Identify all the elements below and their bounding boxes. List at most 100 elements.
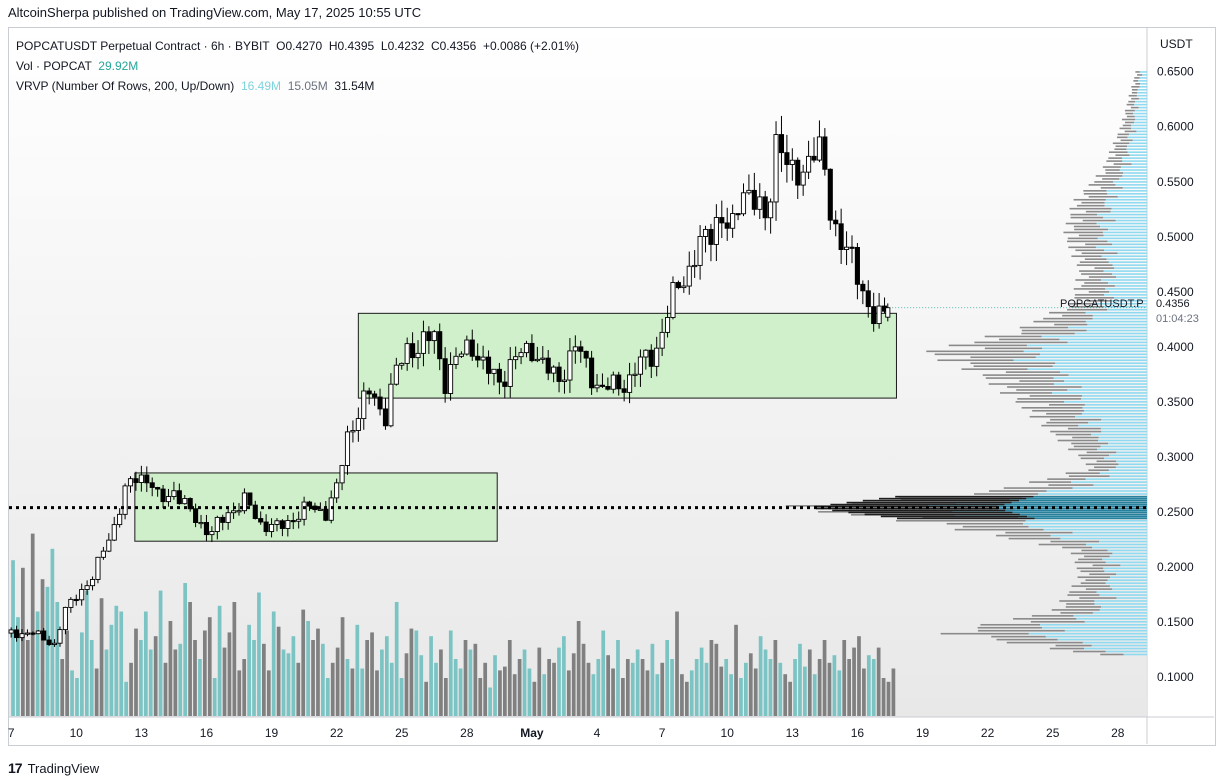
volume-profile-bar-up [1051, 392, 1147, 394]
x-tick-label: 16 [200, 726, 214, 740]
volume-profile-bar-up [1082, 407, 1147, 409]
volume-profile-bar-down [1013, 618, 1077, 620]
volume-label: Vol · POPCAT [16, 59, 92, 73]
volume-profile-bar-up [1100, 225, 1147, 228]
volume-profile-bar-up [1136, 94, 1147, 97]
volume-bar [571, 653, 576, 716]
volume-profile-bar-down [1131, 86, 1140, 88]
volume-bar [11, 560, 15, 716]
candle-body [713, 217, 719, 245]
volume-profile-bar-down [1079, 270, 1104, 272]
candle-body [860, 283, 866, 292]
candle-body [171, 490, 177, 498]
volume-profile-bar-down [1029, 481, 1072, 483]
volume-bar [104, 649, 109, 716]
volume-bar [370, 632, 374, 716]
volume-profile-bar-down [1077, 576, 1111, 579]
candle-body [193, 508, 199, 523]
volume-profile-bar-down [1073, 445, 1101, 448]
volume-profile-bar-up [1131, 124, 1147, 127]
volume-profile-bar-down [1131, 97, 1139, 100]
volume-bar [729, 674, 733, 716]
volume-bar [281, 649, 286, 716]
volume-bar [119, 611, 124, 716]
volume-bar [753, 668, 758, 716]
volume-profile-bar-down [1074, 561, 1106, 564]
volume-bar [40, 579, 45, 716]
volume-profile-bar-up [1096, 222, 1147, 225]
volume-profile-bar-up [1107, 308, 1147, 311]
volume-profile-bar-down [1082, 219, 1116, 222]
volume-bar [89, 640, 94, 716]
last-price-value: 0.4356 [1156, 298, 1190, 310]
volume-profile-bar-up [1122, 175, 1147, 177]
volume-profile-bar-up [1101, 606, 1147, 608]
volume-profile-bar-down [985, 377, 1054, 379]
volume-profile-bar-up [1103, 305, 1147, 308]
volume-profile-bar-down [1067, 237, 1098, 240]
volume-bar [439, 649, 443, 716]
ohlc-open-label: O [276, 39, 286, 53]
volume-bar [773, 640, 778, 716]
volume-profile-bar-down [1128, 100, 1136, 103]
volume-profile-bar-up [1139, 71, 1147, 73]
volume-bar [325, 678, 330, 716]
candle-body [746, 189, 752, 194]
candle-body [382, 408, 389, 427]
ohlc-close-label: C [430, 39, 440, 53]
volume-profile-bar-down [1083, 193, 1108, 195]
volume-profile-bar-down [1073, 198, 1106, 201]
volume-profile-bar-up [1110, 210, 1147, 213]
volume-bar [542, 674, 547, 716]
candle-body [784, 152, 790, 165]
volume-bar [517, 659, 522, 716]
volume-bar [124, 681, 129, 716]
candle-body [518, 352, 524, 358]
volume-profile-bar-down [1085, 243, 1113, 246]
volume-profile-bar-up [1135, 100, 1147, 103]
volume-bar [512, 674, 517, 716]
volume-profile-bar-down [1131, 91, 1138, 94]
candle-body [871, 306, 877, 325]
candle-body [702, 228, 709, 237]
volume-bar [424, 681, 429, 716]
volume-bar [271, 611, 276, 716]
volume-profile-bar-up [1025, 519, 1147, 522]
volume-profile-bar-down [1069, 591, 1097, 593]
y-tick-label: 0.3500 [1157, 395, 1194, 409]
x-tick-label: 19 [916, 726, 930, 740]
volume-profile-bar-down [1080, 570, 1105, 573]
volume-profile-bar-up [1064, 629, 1147, 632]
volume-bar [680, 674, 684, 716]
volume-profile-poc-bar [879, 497, 1027, 500]
volume-profile-bar-up [1092, 546, 1147, 549]
volume-profile-bar-up [1104, 201, 1147, 204]
volume-profile-bar-up [1040, 623, 1147, 626]
volume-profile-bar-down [1094, 181, 1114, 183]
volume-profile-bar-up [1041, 335, 1147, 338]
volume-bar [576, 621, 581, 716]
volume-profile-bar-up [1043, 528, 1147, 531]
y-tick-label: 0.1000 [1157, 670, 1194, 684]
volume-profile-bar-down [980, 623, 1041, 626]
y-tick-label: 0.4500 [1157, 285, 1194, 299]
volume-bar [237, 670, 242, 716]
candle-body [724, 222, 730, 229]
candle-body [844, 246, 850, 250]
volume-profile-bar-down [1100, 653, 1124, 656]
x-tick-label: 16 [851, 726, 865, 740]
volume-bar [581, 643, 586, 716]
volume-profile-poc-bar [862, 499, 1020, 502]
volume-profile-bar-down [1119, 127, 1132, 130]
candle-body [393, 364, 399, 385]
volume-bar [522, 649, 527, 716]
volume-bar [547, 659, 551, 716]
volume-bar [507, 640, 512, 716]
candle-body [806, 155, 812, 173]
volume-bar [360, 668, 365, 716]
volume-profile-poc-bar [895, 495, 1034, 498]
volume-profile-bar-up [1105, 650, 1147, 653]
volume-profile-bar-up [1129, 142, 1147, 145]
volume-profile-bar-up [1042, 347, 1147, 350]
